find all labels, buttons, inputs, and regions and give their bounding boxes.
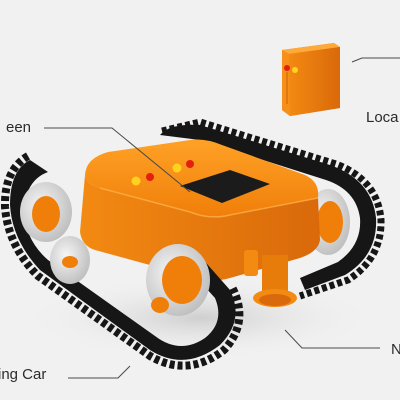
rear-track (160, 118, 385, 300)
red-led-1 (146, 173, 154, 181)
leader-car (68, 365, 131, 379)
leader-screen (44, 127, 191, 193)
front-wheel-front (146, 244, 210, 316)
yellow-led-1 (131, 176, 141, 186)
callout-screen-label: een (6, 119, 32, 136)
car-body (80, 139, 320, 281)
locator-module (282, 43, 340, 116)
locator-red-led (284, 65, 290, 71)
front-wheel-rear (20, 182, 72, 242)
yellow-led-2 (172, 163, 182, 173)
display-screen (180, 170, 270, 203)
callout-locator-label: Loca (366, 109, 399, 126)
front-track (0, 152, 244, 370)
red-led-2 (186, 160, 194, 168)
front-wheel-middle (50, 236, 90, 284)
bottom-sensor (244, 250, 297, 307)
callout-bottom-right-label: N (391, 341, 400, 358)
leader-locator (351, 57, 400, 63)
locator-yellow-led (292, 67, 298, 73)
callout-car-label: ing Car (0, 366, 47, 383)
leader-bottom-right (284, 329, 380, 349)
